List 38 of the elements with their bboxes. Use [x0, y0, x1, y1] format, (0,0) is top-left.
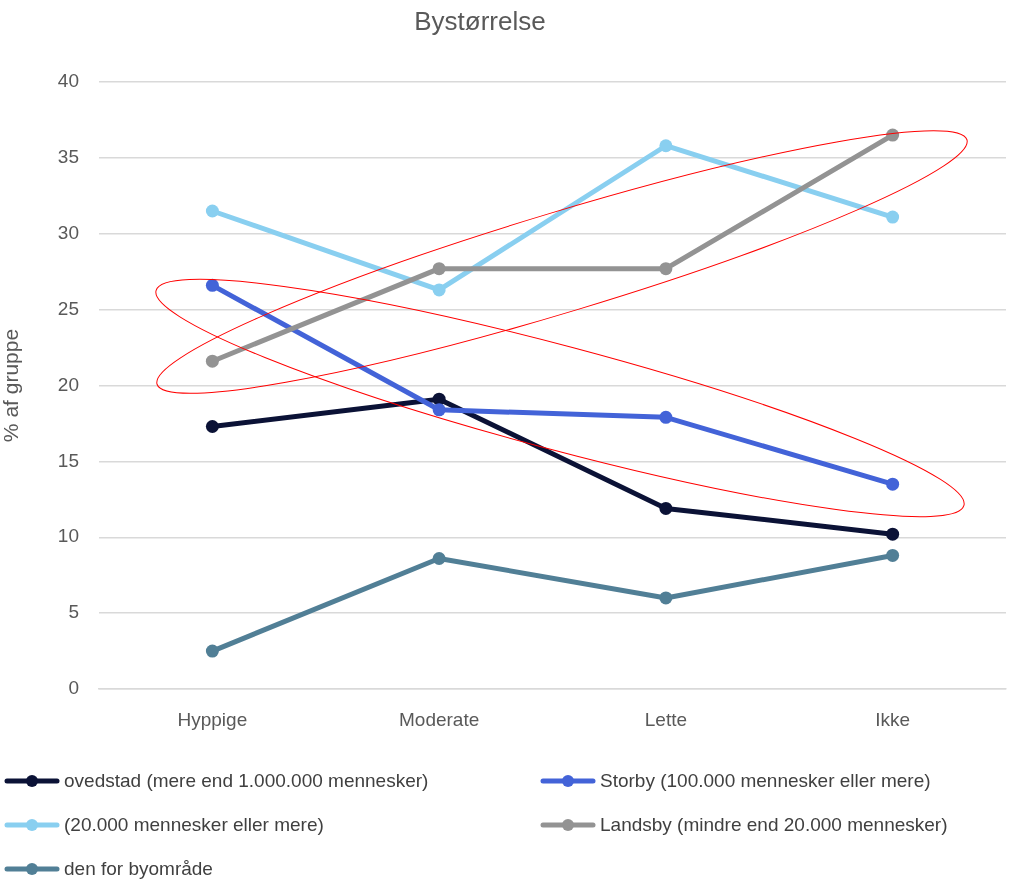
- point: [432, 283, 446, 297]
- y-tick-label: 40: [57, 70, 79, 92]
- point: [659, 410, 673, 424]
- point: [432, 403, 446, 417]
- y-tick-label: 10: [57, 525, 79, 547]
- point: [886, 477, 900, 491]
- point: [659, 591, 673, 605]
- x-tick-label: Moderate: [398, 708, 480, 730]
- point: [659, 501, 673, 515]
- y-tick-label: 0: [68, 677, 79, 699]
- y-tick-label: 15: [57, 449, 79, 471]
- y-tick-label: 5: [68, 601, 79, 623]
- point: [886, 210, 900, 224]
- x-tick-label: Ikke: [875, 708, 911, 730]
- point: [432, 552, 446, 565]
- chart-title: Bystørrelse: [413, 6, 547, 37]
- legend-label: Storby (100.000 mennesker eller mere): [600, 770, 931, 792]
- y-tick-label: 30: [57, 221, 79, 243]
- point: [659, 139, 673, 153]
- point: [205, 644, 219, 658]
- point: [205, 354, 219, 368]
- legend-label: ovedstad (mere end 1.000.000 mennesker): [64, 770, 429, 792]
- point: [205, 419, 219, 433]
- y-tick-label: 20: [57, 373, 79, 395]
- point: [205, 278, 219, 292]
- y-axis-title: % af gruppe: [0, 328, 23, 443]
- point: [432, 262, 446, 276]
- y-tick-label: 25: [57, 297, 79, 319]
- point: [205, 204, 219, 218]
- legend-label: den for byområde: [64, 858, 213, 880]
- x-tick-label: Lette: [644, 708, 688, 730]
- x-tick-label: Hyppige: [177, 708, 248, 730]
- point: [659, 262, 673, 276]
- point: [886, 548, 900, 562]
- point: [886, 527, 900, 541]
- y-tick-label: 35: [57, 146, 79, 168]
- legend-label: Landsby (mindre end 20.000 mennesker): [600, 814, 948, 836]
- legend-label: (20.000 mennesker eller mere): [64, 814, 324, 836]
